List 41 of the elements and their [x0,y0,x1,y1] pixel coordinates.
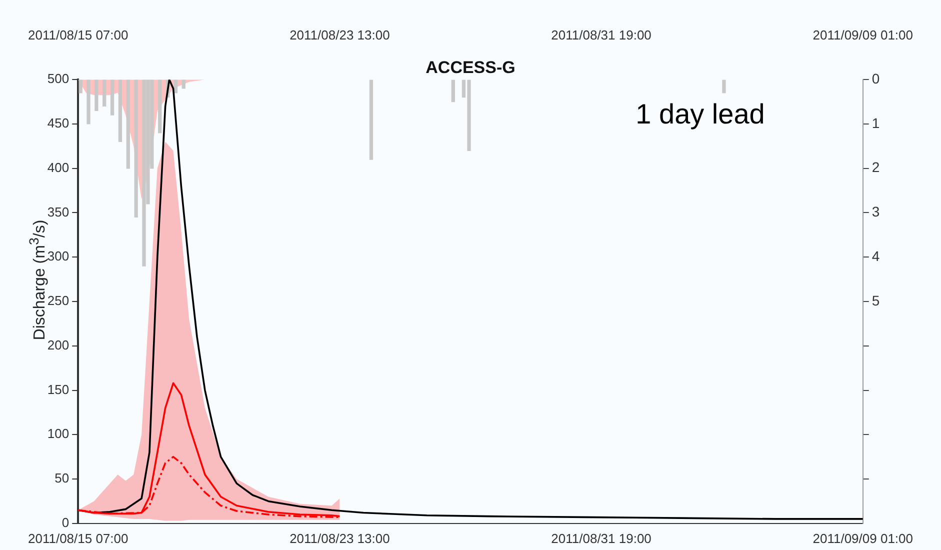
y-tick-label: 200 [47,337,70,352]
bar [110,80,114,116]
y-tick-label: 0 [62,514,70,530]
y2-tick-label: 2 [872,159,880,176]
bar [86,80,90,124]
bar [118,80,122,142]
x2-tick-label: 2011/09/09 01:00 [812,530,914,546]
bar [94,80,98,111]
y-tick-label: 150 [47,382,70,397]
y2-tick-label: 4 [872,248,880,264]
y2-tick-label: 5 [872,292,880,308]
bar [78,80,82,94]
y2-tick-label: 0 [872,70,880,86]
bar [722,80,726,94]
y-tick-label: 250 [47,293,70,308]
annotation: 1 day lead [636,98,765,130]
y-tick-label: 400 [47,160,70,175]
bar [451,80,455,102]
y2-tick-label: 1 [872,114,880,131]
bar [134,80,138,218]
x-tick-label: 2011/08/15 07:00 [28,27,128,42]
bar [142,80,146,266]
bar [102,80,106,107]
x2-tick-label: 2011/08/31 19:00 [551,530,652,546]
y-tick-label: 350 [47,204,70,220]
y-tick-label: 300 [47,248,70,264]
x2-tick-label: 2011/08/23 13:00 [290,530,390,546]
x-tick-label: 2011/08/31 19:00 [551,27,652,42]
bar [182,80,186,89]
bar [369,80,374,160]
chart-title: ACCESS-G [426,58,516,77]
y-tick-label: 50 [54,470,70,486]
x-tick-label: 2011/09/09 01:00 [812,27,914,42]
bar [158,80,162,134]
y-tick-label: 100 [47,426,70,442]
y2-tick-label: 3 [872,204,880,220]
x2-tick-label: 2011/08/15 07:00 [28,530,128,546]
y-tick-label: 450 [47,116,70,131]
y-tick-label: 500 [47,71,70,86]
x-tick-label: 2011/08/23 13:00 [290,27,390,42]
bar [126,80,130,169]
